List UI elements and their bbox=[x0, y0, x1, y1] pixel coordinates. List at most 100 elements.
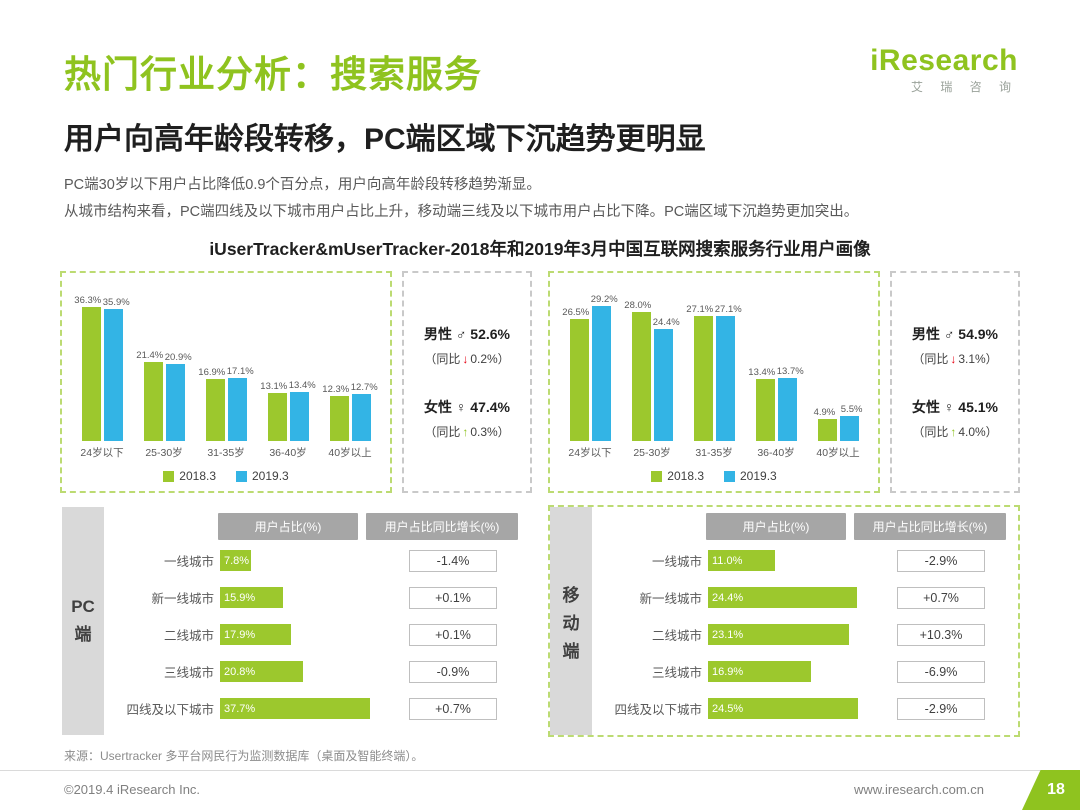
website-url: www.iresearch.com.cn bbox=[853, 782, 984, 797]
footer: ©2019.4 iResearch Inc. www.iresearch.com… bbox=[0, 771, 1080, 810]
share-value: 24.4% bbox=[712, 591, 744, 604]
bar-2019.3: 13.4% bbox=[289, 380, 316, 442]
yoy-prefix: （同比 bbox=[912, 352, 949, 367]
pc-city-table: PC 端 用户占比(%) 用户占比同比增长(%) 一线城市 7.8% -1.4% 新一线… bbox=[60, 505, 532, 737]
growth-zone: -1.4% bbox=[378, 549, 528, 572]
mobile-side-label: 移动端 bbox=[550, 507, 592, 736]
yoy-value: 0.3%） bbox=[470, 425, 510, 440]
share-bar-zone: 24.5% bbox=[708, 698, 866, 720]
city-label: 三线城市 bbox=[651, 666, 702, 681]
share-value: 11.0% bbox=[712, 554, 743, 567]
share-bar-zone: 11.0% bbox=[708, 550, 866, 572]
share-value: 23.1% bbox=[712, 628, 744, 641]
growth-zone: -2.9% bbox=[866, 697, 1016, 720]
bar-value-label: 4.9% bbox=[813, 406, 836, 418]
share-column-header: 用户占比(%) bbox=[218, 513, 358, 541]
category-label: 31-35岁 bbox=[207, 447, 245, 460]
bar-2018.3: 21.4% bbox=[136, 350, 163, 442]
footer-divider bbox=[0, 770, 1080, 771]
share-bar-zone: 17.9% bbox=[220, 624, 378, 646]
pc-gender-stats: 男性 ♂ 52.6% （同比 ↓ 0.2%） 女性 ♀ 47.4% bbox=[402, 271, 532, 494]
pc-male-stat: 男性 ♂ 52.6% （同比 ↓ 0.2%） bbox=[408, 324, 526, 367]
city-row: 三线城市 20.8% -0.9% bbox=[106, 660, 528, 683]
share-bar: 37.7% bbox=[220, 698, 370, 720]
mobile-female-stat: 女性 ♀ 45.1% （同比 ↑ 4.0%） bbox=[896, 397, 1014, 440]
pc-panel: 36.3% 35.9% 21.4% 20.9% 16.9% 17.1% 13.1% 13.4%… bbox=[60, 271, 532, 737]
growth-value: +10.3% bbox=[897, 623, 985, 646]
female-label: 女性 ♀ bbox=[424, 399, 467, 416]
bar-value-label: 13.1% bbox=[260, 380, 288, 392]
share-bar: 16.9% bbox=[708, 661, 811, 683]
legend-label: 2018.3 bbox=[667, 469, 704, 484]
share-bar-zone: 23.1% bbox=[708, 624, 866, 646]
mobile-age-bar-chart: 26.5% 29.2% 28.0% 24.4% 27.1% 27.1% 13.4% 13.7%… bbox=[548, 271, 880, 494]
pc-chart-x-axis: 24岁以下 25-30岁 31-35岁 36-40岁 40岁以上 bbox=[70, 445, 382, 460]
mobile-gender-stats: 男性 ♂ 54.9% （同比 ↓ 3.1%） 女性 ♀ 45.1% bbox=[890, 271, 1020, 494]
bar-group: 13.1% 13.4% bbox=[258, 293, 318, 442]
legend-label: 2019.3 bbox=[740, 469, 777, 484]
page-subtitle: 用户向高年龄段转移，PC端区域下沉趋势更明显 bbox=[64, 123, 706, 156]
pc-chart-legend: 2018.3 2019.3 bbox=[70, 469, 382, 483]
legend-item: 2019.3 bbox=[236, 469, 289, 483]
panel-side-label-char: 端 bbox=[74, 625, 92, 645]
city-label: 二线城市 bbox=[163, 629, 214, 644]
city-row: 四线及以下城市 37.7% +0.7% bbox=[106, 697, 528, 720]
share-value: 37.7% bbox=[224, 702, 256, 715]
female-share: 女性 ♀ 47.4% bbox=[408, 397, 526, 417]
legend-label: 2019.3 bbox=[252, 469, 289, 484]
panel-side-label-char: 移 bbox=[562, 585, 580, 605]
share-bar-zone: 15.9% bbox=[220, 587, 378, 609]
city-label: 新一线城市 bbox=[151, 592, 214, 607]
legend-item: 2018.3 bbox=[651, 469, 704, 483]
city-row: 三线城市 16.9% -6.9% bbox=[594, 660, 1016, 683]
yoy-prefix: （同比 bbox=[424, 425, 461, 440]
growth-zone: +0.1% bbox=[378, 623, 528, 646]
growth-zone: +0.7% bbox=[866, 586, 1016, 609]
bar-2018.3: 13.1% bbox=[260, 381, 287, 442]
city-label: 四线及以下城市 bbox=[126, 703, 214, 718]
yoy-prefix: （同比 bbox=[912, 425, 949, 440]
bar-value-label: 20.9% bbox=[164, 352, 192, 364]
bar-value-label: 29.2% bbox=[590, 294, 618, 306]
share-bar: 23.1% bbox=[708, 624, 849, 646]
logo-subtext: 艾 瑞 咨 询 bbox=[910, 80, 1018, 94]
growth-value: -0.9% bbox=[409, 660, 497, 683]
pc-age-bar-chart: 36.3% 35.9% 21.4% 20.9% 16.9% 17.1% 13.1% 13.4%… bbox=[60, 271, 392, 494]
bar-value-label: 13.4% bbox=[288, 379, 316, 391]
share-bar: 20.8% bbox=[220, 661, 303, 683]
bar-2019.3: 27.1% bbox=[715, 304, 742, 442]
growth-zone: -0.9% bbox=[378, 660, 528, 683]
male-yoy: （同比 ↓ 3.1%） bbox=[896, 350, 1014, 367]
pc-panel-top: 36.3% 35.9% 21.4% 20.9% 16.9% 17.1% 13.1% 13.4%… bbox=[60, 271, 532, 494]
page-number: 18 bbox=[1047, 781, 1065, 798]
share-value: 20.8% bbox=[224, 665, 256, 678]
yoy-value: 0.2%） bbox=[470, 352, 510, 367]
city-row: 新一线城市 15.9% +0.1% bbox=[106, 586, 528, 609]
share-value: 15.9% bbox=[224, 591, 256, 604]
share-value: 17.9% bbox=[224, 628, 256, 641]
growth-value: -6.9% bbox=[897, 660, 985, 683]
header: 热门行业分析：搜索服务 iResearch 艾 瑞 咨 询 bbox=[0, 0, 1080, 98]
panel-side-label-char: 端 bbox=[562, 641, 580, 661]
page-title: 热门行业分析：搜索服务 bbox=[64, 54, 482, 95]
bar-2018.3: 36.3% bbox=[74, 295, 101, 442]
female-value: 45.1% bbox=[958, 399, 998, 416]
male-label: 男性 ♂ bbox=[912, 326, 955, 343]
mobile-city-table: 移动端 用户占比(%) 用户占比同比增长(%) 一线城市 11.0% -2.9% 新一… bbox=[548, 505, 1020, 738]
source-note: 来源：Usertracker 多平台网民行为监测数据库（桌面及智能终端）。 bbox=[64, 749, 424, 764]
mobile-chart-legend: 2018.3 2019.3 bbox=[558, 469, 870, 483]
down-arrow-icon: ↓ bbox=[950, 352, 957, 367]
up-arrow-icon: ↑ bbox=[462, 425, 469, 440]
yoy-prefix: （同比 bbox=[424, 352, 461, 367]
mobile-table-header: 用户占比(%) 用户占比同比增长(%) bbox=[594, 513, 1016, 541]
bar-value-label: 17.1% bbox=[226, 366, 254, 378]
growth-zone: -6.9% bbox=[866, 660, 1016, 683]
bar-value-label: 24.4% bbox=[652, 316, 680, 328]
share-bar: 24.5% bbox=[708, 698, 858, 720]
chart-title: iUserTracker&mUserTracker-2018年和2019年3月中… bbox=[209, 239, 871, 260]
mobile-panel: 26.5% 29.2% 28.0% 24.4% 27.1% 27.1% 13.4% 13.7%… bbox=[548, 271, 1020, 738]
male-share: 男性 ♂ 54.9% bbox=[896, 324, 1014, 344]
bar-2018.3: 16.9% bbox=[198, 367, 225, 442]
bar-group: 26.5% 29.2% bbox=[560, 293, 620, 442]
